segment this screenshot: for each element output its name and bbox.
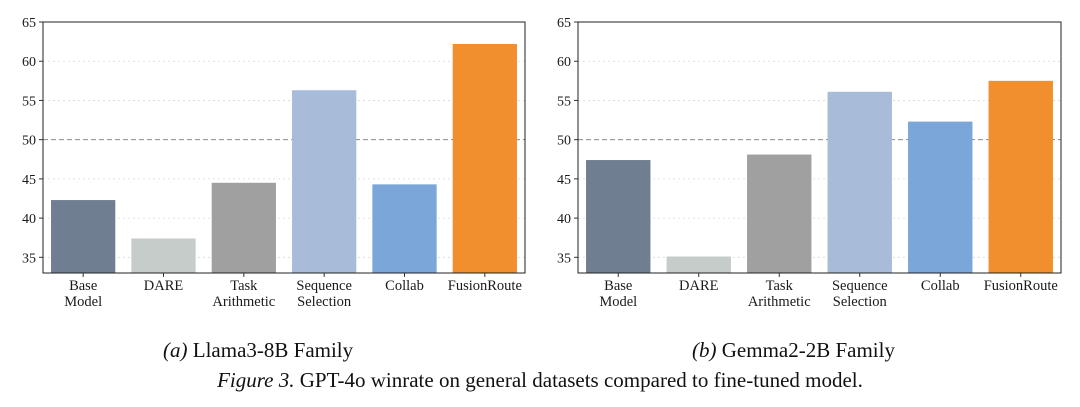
subcaption-llama-title: Llama3-8B Family <box>192 338 354 362</box>
x-tick-label: Task Arithmetic <box>212 278 275 310</box>
bar <box>908 121 973 273</box>
x-tick-label-line: FusionRoute <box>448 278 522 294</box>
x-tick-label-line: Model <box>64 294 102 310</box>
bar <box>747 154 812 273</box>
y-tick-label: 45 <box>22 173 36 188</box>
y-tick-label: 35 <box>22 251 36 266</box>
y-tick-label: 50 <box>22 134 36 149</box>
x-tick-label: Base Model <box>599 278 637 310</box>
x-tick-label-line: Collab <box>385 278 424 294</box>
x-tick-label-line: Sequence <box>832 278 888 294</box>
x-tick-label-line: Arithmetic <box>212 294 275 310</box>
x-tick-label: FusionRoute <box>448 278 522 294</box>
x-tick-label-line: Base <box>604 278 632 294</box>
plot-frame <box>42 21 526 274</box>
x-tick-label: Base Model <box>64 278 102 310</box>
x-tick-label: Collab <box>921 278 960 294</box>
x-tick-label: Collab <box>385 278 424 294</box>
x-tick-label: Task Arithmetic <box>748 278 811 310</box>
x-tick-label-line: Selection <box>297 294 352 310</box>
y-tick-label: 60 <box>557 55 571 70</box>
x-tick-label-line: Task <box>230 278 258 294</box>
subcaption-gemma-title: Gemma2-2B Family <box>721 338 895 362</box>
figure-caption-text: GPT-4o winrate on general datasets compa… <box>294 368 863 392</box>
bar <box>586 160 651 273</box>
bar <box>372 184 437 273</box>
plot-frame <box>577 21 1062 274</box>
figure-caption: Figure 3. GPT-4o winrate on general data… <box>0 368 1080 393</box>
x-tick-label-line: Base <box>69 278 97 294</box>
bar <box>131 238 196 273</box>
x-tick-label-line: DARE <box>679 278 719 294</box>
x-tick-label-line: DARE <box>144 278 184 294</box>
x-tick-label-line: FusionRoute <box>984 278 1058 294</box>
x-tick-label: DARE <box>679 278 719 294</box>
y-tick-label: 55 <box>22 94 36 109</box>
y-tick-label: 65 <box>22 16 36 31</box>
y-tick-label: 60 <box>22 55 36 70</box>
bar <box>666 256 731 273</box>
subcaption-llama-label: (a) <box>163 338 188 362</box>
x-tick-label-line: Selection <box>833 294 888 310</box>
subcaption-gemma: (b) Gemma2-2B Family <box>692 338 895 363</box>
bar <box>211 182 276 273</box>
y-tick-label: 50 <box>557 134 571 149</box>
subcaption-gemma-label: (b) <box>692 338 717 362</box>
chart-panel-gemma: 35 40 45 50 55 60 65 Base Model DARE Task Arithmeti… <box>557 16 1062 310</box>
figure-caption-label: Figure 3. <box>217 368 295 392</box>
bar <box>827 91 892 273</box>
x-tick-label-line: Collab <box>921 278 960 294</box>
x-tick-label-line: Task <box>766 278 794 294</box>
y-tick-label: 40 <box>557 212 571 227</box>
x-tick-label: DARE <box>144 278 184 294</box>
x-tick-label-line: Sequence <box>296 278 352 294</box>
y-tick-label: 45 <box>557 173 571 188</box>
x-tick-label: FusionRoute <box>984 278 1058 294</box>
x-tick-label: Sequence Selection <box>832 278 888 310</box>
bar <box>988 80 1053 273</box>
bar <box>452 43 517 274</box>
subcaption-llama: (a) Llama3-8B Family <box>163 338 353 363</box>
x-tick-label-line: Arithmetic <box>748 294 811 310</box>
x-tick-label-line: Model <box>599 294 637 310</box>
y-tick-label: 65 <box>557 16 571 31</box>
y-tick-label: 35 <box>557 251 571 266</box>
bar <box>51 200 116 273</box>
bar <box>292 90 357 273</box>
chart-panel-llama: 35 40 45 50 55 60 65 Base Model DARE Task Arithmeti… <box>22 16 526 310</box>
x-tick-label: Sequence Selection <box>296 278 352 310</box>
y-tick-label: 55 <box>557 94 571 109</box>
y-tick-label: 40 <box>22 212 36 227</box>
